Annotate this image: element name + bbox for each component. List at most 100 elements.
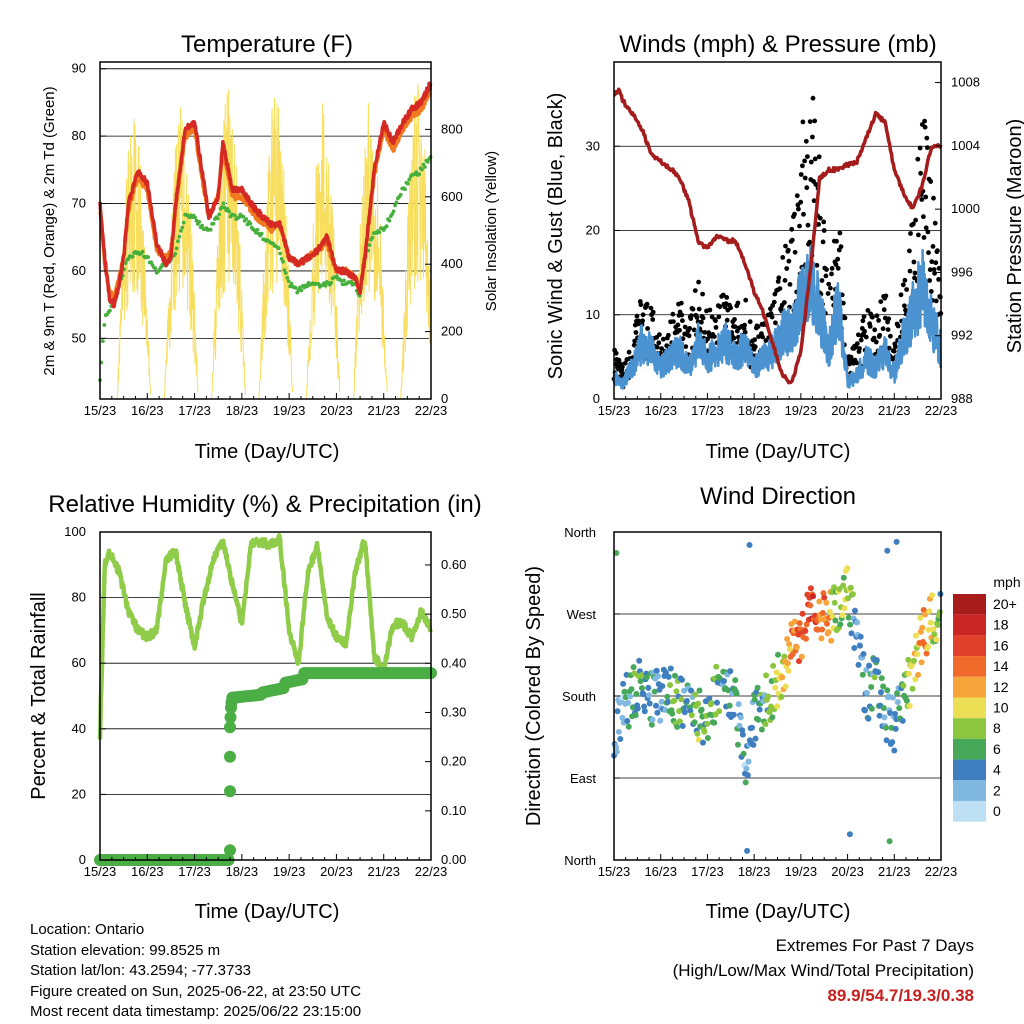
- dewpoint-point: [153, 266, 158, 271]
- direction-point: [914, 651, 921, 658]
- dewpoint-point: [197, 220, 202, 224]
- x-tick-label: 21/23: [367, 864, 400, 879]
- x-tick-label: 16/23: [644, 864, 677, 879]
- gust-point: [834, 238, 839, 244]
- dewpoint-point: [285, 276, 290, 280]
- legend-swatch: [953, 635, 986, 657]
- x-axis-label: Time (Day/UTC): [195, 901, 340, 923]
- direction-point: [863, 667, 870, 673]
- gust-point: [828, 285, 833, 291]
- gust-point: [622, 360, 628, 366]
- direction-point: [679, 676, 685, 683]
- gust-point: [821, 228, 827, 233]
- direction-point: [910, 657, 917, 664]
- gust-point: [732, 324, 738, 329]
- gust-point: [776, 275, 782, 281]
- gust-point: [881, 307, 887, 313]
- y-tick-label: 70: [72, 196, 86, 211]
- gust-point: [861, 314, 867, 319]
- gust-point: [874, 313, 880, 319]
- direction-point: [633, 691, 640, 697]
- direction-point: [854, 619, 861, 626]
- direction-point: [922, 611, 929, 618]
- gust-point: [743, 297, 749, 303]
- y-tick-label: North: [564, 525, 596, 540]
- gust-point: [817, 215, 823, 221]
- gust-point: [872, 327, 878, 333]
- y2-axis-label: Solar Insolation (Yellow): [483, 151, 500, 311]
- created-text: Figure created on Sun, 2025-06-22, at 23…: [30, 982, 362, 1000]
- x-tick-label: 15/23: [598, 403, 631, 418]
- direction-point: [751, 696, 758, 703]
- dewpoint-point: [420, 167, 424, 172]
- dewpoint-point: [217, 212, 222, 217]
- direction-point: [701, 728, 708, 735]
- direction-point: [679, 723, 686, 729]
- dewpoint-point: [176, 239, 180, 244]
- gust-point: [921, 235, 927, 240]
- dewpoint-point: [221, 201, 226, 206]
- direction-point: [621, 688, 628, 695]
- gust-point: [792, 211, 797, 217]
- dewpoint-point: [342, 278, 346, 283]
- gust-point: [862, 328, 867, 334]
- direction-point: [868, 705, 875, 712]
- gust-point: [923, 194, 929, 200]
- gust-point: [883, 293, 889, 299]
- gust-point: [812, 156, 818, 162]
- gust-point: [713, 325, 719, 330]
- gust-point: [820, 239, 826, 245]
- gust-point: [925, 145, 930, 151]
- direction-point: [742, 779, 749, 786]
- direction-point: [658, 698, 665, 705]
- gust-point: [742, 322, 747, 328]
- direction-point: [698, 706, 705, 713]
- direction-point: [674, 723, 681, 730]
- gust-point: [886, 345, 892, 351]
- direction-point: [837, 621, 844, 628]
- direction-point: [646, 700, 653, 707]
- direction-point: [694, 730, 701, 737]
- gust-point: [924, 135, 930, 141]
- x-tick-label: 16/23: [131, 864, 164, 879]
- extremes-title: Extremes For Past 7 Days: [775, 936, 974, 955]
- gust-point: [677, 327, 682, 333]
- y-tick-label: 0: [593, 391, 600, 406]
- direction-point: [889, 739, 896, 746]
- gust-point: [810, 95, 816, 101]
- gust-point: [933, 260, 939, 266]
- direction-point: [673, 688, 680, 695]
- gust-point: [796, 206, 801, 212]
- y2-tick-label: 0.60: [441, 557, 466, 572]
- legend-swatch: [953, 676, 986, 698]
- gust-point: [648, 305, 654, 311]
- gust-point: [671, 319, 676, 324]
- direction-point: [918, 659, 925, 666]
- gust-point: [670, 311, 676, 317]
- dewpoint-point: [278, 251, 283, 256]
- gust-point: [645, 326, 650, 331]
- x-tick-label: 17/23: [691, 864, 724, 879]
- gust-point: [731, 335, 737, 341]
- direction-point: [737, 714, 744, 721]
- gust-point: [626, 349, 632, 355]
- direction-point: [852, 607, 858, 614]
- direction-point: [638, 672, 645, 679]
- gust-point: [823, 273, 829, 279]
- gust-point: [907, 268, 913, 274]
- direction-point: [687, 707, 694, 714]
- y2-tick-label: 600: [441, 189, 463, 204]
- gust-point: [692, 288, 698, 293]
- gust-point: [814, 262, 820, 268]
- direction-point: [749, 724, 755, 731]
- y-axis-label: Sonic Wind & Gust (Blue, Black): [545, 93, 567, 380]
- gust-point: [789, 237, 795, 243]
- dewpoint-point: [393, 203, 397, 208]
- direction-point: [884, 687, 891, 694]
- gust-point: [910, 221, 916, 227]
- gust-point: [675, 322, 681, 328]
- legend-label: 18: [993, 617, 1009, 633]
- direction-point: [900, 682, 907, 689]
- gust-point: [878, 299, 884, 304]
- gust-point: [694, 315, 700, 320]
